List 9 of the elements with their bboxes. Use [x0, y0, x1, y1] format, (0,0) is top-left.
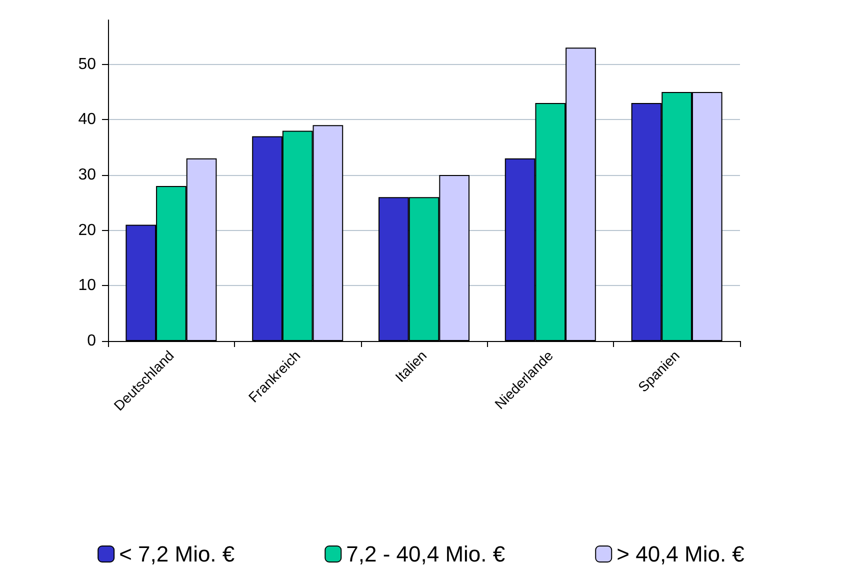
legend-label: < 7,2 Mio. €: [119, 542, 235, 566]
legend-label: > 40,4 Mio. €: [616, 542, 744, 566]
legend-label: 7,2 - 40,4 Mio. €: [346, 542, 506, 566]
y-tick-label: 10: [78, 277, 96, 294]
y-tick-label: 50: [78, 56, 96, 73]
y-tick-label: 0: [87, 332, 96, 350]
y-tick-label: 40: [78, 111, 96, 128]
y-tick-label: 20: [78, 222, 96, 239]
y-tick-label: 30: [78, 166, 96, 184]
